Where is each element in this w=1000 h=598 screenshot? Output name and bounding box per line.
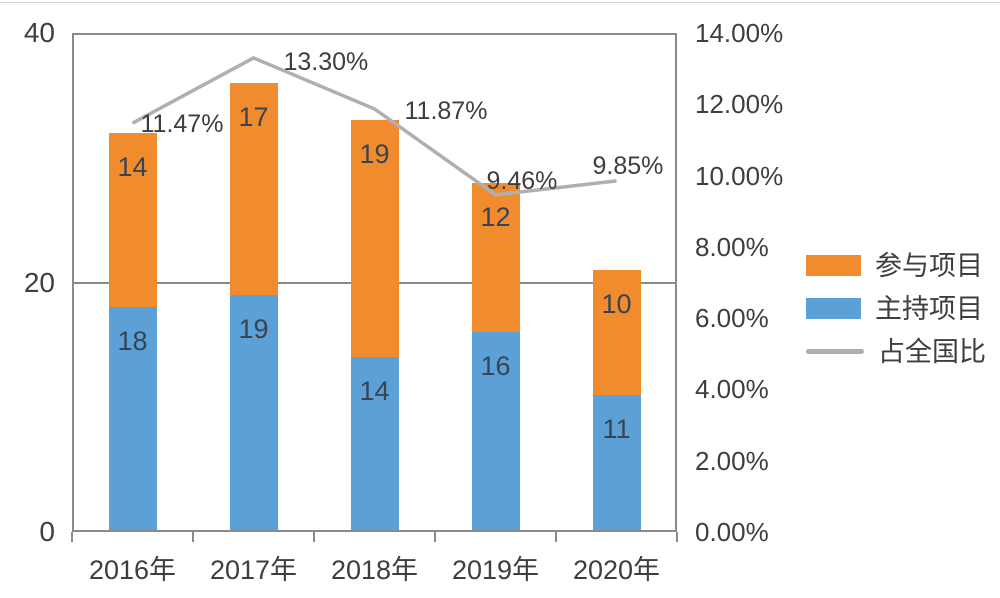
y-axis-left-tick-label: 40 [23,17,55,48]
plot-border [72,33,677,532]
line-point-label: 9.46% [486,166,558,195]
top-divider-line [0,2,1000,3]
bar-value-label: 14 [117,151,148,182]
x-axis-category-label: 2016年 [88,555,177,585]
y-axis-right-tick-label: 6.00% [695,303,769,334]
bar-value-label: 12 [480,201,511,232]
x-axis-category-label: 2017年 [209,555,298,585]
legend-item-label: 主持项目 [875,293,983,324]
x-axis-category-label: 2019年 [451,555,540,585]
y-axis-right-tick-label: 2.00% [695,445,769,476]
x-axis-tick [555,532,557,542]
bar-value-label: 19 [238,313,269,344]
bar-value-label: 16 [480,351,511,382]
legend-item-national-share: 占全国比 [806,330,986,373]
y-axis-right-tick-label: 10.00% [695,160,784,191]
legend-item-hosted-projects: 主持项目 [806,287,986,330]
bar-segment [350,357,399,532]
x-axis-tick [676,532,678,542]
x-axis-tick [313,532,315,542]
x-axis-category-label: 2018年 [330,555,419,585]
line-point-label: 9.85% [592,151,664,180]
bar-segment [471,332,520,532]
bar-segment [592,270,641,395]
bar-value-label: 10 [601,289,632,320]
x-axis-tick [71,532,73,542]
y-axis-right-tick-label: 12.00% [695,89,784,120]
line-point-label: 11.47% [140,110,224,139]
bar-segment [471,182,520,333]
y-axis-right-tick-label: 8.00% [695,231,769,262]
hosted-projects-swatch-icon [806,298,861,319]
legend-item-joined-projects: 参与项目 [806,244,986,287]
y-axis-left-tick-label: 20 [23,266,55,298]
line-point-label: 11.87% [404,96,488,125]
bar-value-label: 19 [359,139,390,170]
legend: 参与项目 主持项目 占全国比 [806,244,986,373]
bar-value-label: 14 [359,376,390,407]
y-axis-left-tick-label: 0 [39,516,55,547]
bar-segment [108,307,157,532]
line-point-label: 13.30% [283,47,369,76]
bar-segment [229,294,278,532]
x-axis-tick [192,532,194,542]
legend-item-label: 参与项目 [875,250,983,281]
x-axis-tick [434,532,436,542]
x-axis-category-label: 2020年 [572,555,661,585]
bar-value-label: 18 [117,326,148,357]
legend-item-label: 占全国比 [878,336,986,367]
y-axis-right-tick-label: 0.00% [695,517,769,547]
bar-value-label: 17 [238,101,269,132]
bar-segment [592,394,641,532]
y-axis-right-tick-label: 14.00% [695,18,784,48]
joined-projects-swatch-icon [806,255,861,276]
bar-value-label: 11 [602,413,631,444]
y-axis-right-tick-label: 4.00% [695,374,769,405]
national-share-line-swatch-icon [806,349,864,354]
